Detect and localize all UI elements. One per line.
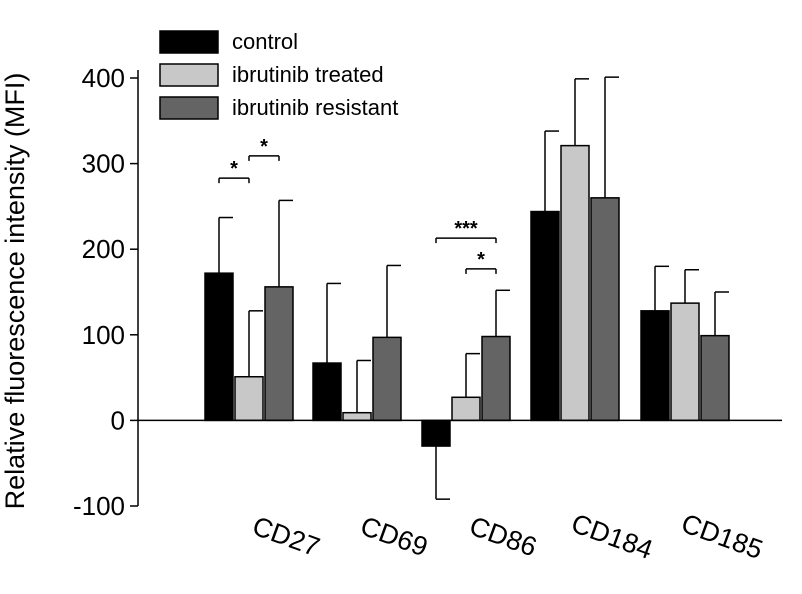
y-tick-label-100: 100 bbox=[82, 320, 125, 350]
bar-cd27-series-1 bbox=[204, 272, 234, 422]
category-label-cd69: CD69 bbox=[357, 511, 432, 563]
category-label-cd86: CD86 bbox=[466, 511, 541, 563]
bar-cd27-series-3 bbox=[264, 286, 294, 422]
bar-cd185-series-3 bbox=[700, 334, 730, 422]
significance-label-1: * bbox=[230, 158, 238, 180]
y-tick-label--100: -100 bbox=[73, 491, 125, 521]
y-tick-label-200: 200 bbox=[82, 234, 125, 264]
bar-cd69-series-3 bbox=[372, 336, 402, 422]
category-label-cd185: CD185 bbox=[677, 508, 766, 565]
bar-cd184-series-1 bbox=[530, 210, 560, 422]
bar-cd86-series-2 bbox=[451, 396, 481, 422]
bar-cd185-series-1 bbox=[640, 310, 670, 422]
legend-label-3: ibrutinib resistant bbox=[232, 95, 398, 120]
legend-label-1: control bbox=[232, 29, 298, 54]
significance-label-2: * bbox=[260, 136, 268, 158]
category-label-cd27: CD27 bbox=[249, 511, 324, 563]
y-tick-label-400: 400 bbox=[82, 63, 125, 93]
significance-label-4: * bbox=[477, 249, 485, 271]
significance-label-3: *** bbox=[454, 218, 478, 240]
bar-cd184-series-3 bbox=[590, 197, 620, 422]
bar-cd184-series-2 bbox=[560, 144, 590, 422]
y-tick-label-300: 300 bbox=[82, 149, 125, 179]
legend-swatch-3 bbox=[159, 96, 219, 120]
bar-cd86-series-1 bbox=[421, 419, 451, 447]
bar-cd86-series-3 bbox=[481, 335, 511, 422]
bar-cd27-series-2 bbox=[234, 375, 264, 422]
bar-cd185-series-2 bbox=[670, 302, 700, 422]
legend-label-2: ibrutinib treated bbox=[232, 62, 384, 87]
legend-swatch-2 bbox=[159, 63, 219, 87]
y-axis-title: Relative fluorescence intensity (MFI) bbox=[0, 73, 30, 510]
category-label-cd184: CD184 bbox=[567, 508, 656, 565]
bar-cd69-series-1 bbox=[312, 362, 342, 422]
bar-cd69-series-2 bbox=[342, 411, 372, 422]
legend-swatch-1 bbox=[159, 30, 219, 54]
y-tick-label-0: 0 bbox=[111, 405, 125, 435]
